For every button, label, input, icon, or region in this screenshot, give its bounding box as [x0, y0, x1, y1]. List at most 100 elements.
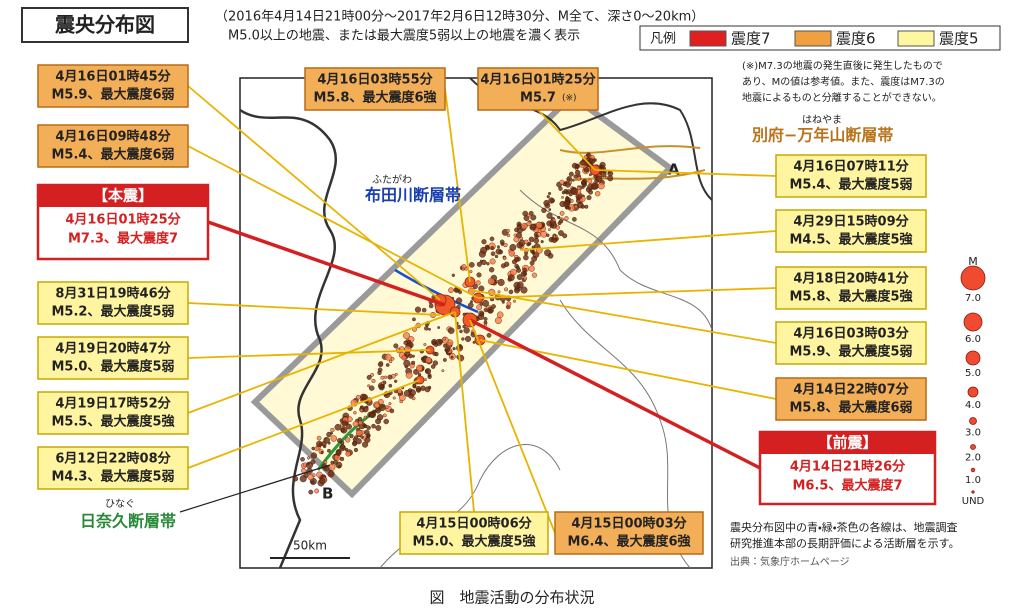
callout-text: M5.9、最大震度5弱 [789, 344, 912, 360]
epicenter-dot [552, 218, 556, 222]
epicenter-dot [364, 424, 368, 429]
epicenter-dot [388, 383, 393, 388]
note: 地震によるものと分離することができない。 [742, 91, 942, 104]
epicenter-dot [518, 239, 526, 247]
epicenter-dot [503, 243, 508, 248]
epicenter-dot [502, 256, 507, 261]
epicenter-dot [463, 327, 470, 334]
epicenter-dot [363, 415, 368, 420]
callout-text: M4.3、最大震度5弱 [51, 469, 174, 485]
epicenter-dot [307, 474, 314, 481]
epicenter-dot [381, 381, 385, 385]
source: 出典：気象庁ホームページ [730, 555, 850, 568]
leader-line [179, 464, 331, 513]
fault-name: 別府−万年山断層帯 [752, 126, 893, 145]
epicenter-dot [441, 369, 445, 373]
epicenter-dot [403, 389, 411, 397]
magnitude-label: UND [962, 496, 985, 507]
callout-heading: 【本震】 [93, 187, 153, 205]
epicenter-dot [452, 347, 456, 351]
epicenter-dot [371, 423, 376, 429]
epicenter-dot [394, 379, 398, 383]
epicenter-dot [360, 393, 367, 401]
epicenter-dot [576, 176, 582, 181]
epicenter-dot [559, 210, 565, 216]
callout-text: 4月19日17時52分 [55, 396, 171, 412]
epicenter-dot [586, 195, 592, 201]
epicenter-dot [392, 396, 396, 400]
epicenter-dot [462, 324, 466, 329]
epicenter-dot [505, 228, 510, 233]
epicenter-dot [516, 232, 523, 239]
epicenter-dot [487, 277, 495, 285]
epicenter-dot [353, 447, 359, 453]
magnitude-label: 6.0 [965, 334, 981, 345]
epicenter-dot [384, 353, 392, 361]
epicenter-dot [548, 208, 552, 211]
epicenter-dot [528, 265, 535, 272]
callout-text: M5.4、最大震度5弱 [789, 177, 912, 193]
callout-heading: 【前震】 [817, 434, 877, 452]
fault-line [394, 268, 479, 314]
callout-box [37, 64, 189, 108]
coastline [240, 108, 337, 568]
leader-line [519, 230, 777, 251]
epicenter-dot [517, 281, 524, 289]
epicenter-dot [482, 299, 489, 307]
callout-box [399, 511, 549, 555]
leader-line [469, 318, 761, 470]
section-label: B [322, 485, 333, 503]
callout-text: M5.0、最大震度5強 [412, 534, 536, 550]
epicenter-dot [490, 246, 495, 251]
epicenter-dot [566, 176, 572, 182]
magnitude-circle [969, 417, 977, 425]
epicenter-dot [514, 257, 520, 262]
callout-text: 6月12日22時08分 [55, 451, 171, 467]
epicenter-dot [504, 287, 509, 292]
epicenter-dot [307, 462, 310, 465]
epicenter-dot [514, 227, 519, 233]
callout-text: M5.5、最大震度5強 [51, 414, 175, 430]
epicenter-dot [359, 408, 364, 413]
epicenter-dot [432, 360, 439, 366]
epicenter-dot [489, 236, 495, 242]
callout-box [37, 124, 189, 168]
epicenter-dot [461, 337, 465, 341]
callout-box [775, 154, 927, 198]
epicenter-dot [351, 441, 358, 447]
epicenter-dot [389, 408, 395, 414]
leader-line [444, 88, 471, 283]
epicenter-dot [557, 215, 561, 220]
magnitude-label: 4.0 [965, 400, 981, 411]
leader-line [537, 109, 596, 171]
legend-item: 震度6 [836, 30, 876, 48]
epicenter-dot [424, 326, 429, 331]
epicenter-dot [323, 460, 328, 465]
epicenter-dot [509, 243, 517, 251]
epicenter-dot [561, 190, 566, 195]
epicenter-dot [546, 195, 550, 199]
epicenter-dot [575, 164, 579, 169]
epicenter-dot [569, 199, 574, 203]
epicenter-dot [580, 204, 585, 209]
epicenter-dot [442, 358, 447, 362]
epicenter-dot [508, 289, 514, 295]
epicenter-dot [427, 385, 432, 390]
epicenter-dot [464, 335, 472, 342]
epicenter-dot [524, 239, 529, 245]
epicenter-dot [593, 158, 597, 162]
epicenter-dot [374, 402, 380, 409]
leader-line [187, 379, 421, 469]
epicenter-dot [526, 213, 531, 218]
epicenter-dot [316, 435, 322, 441]
epicenter-dot [558, 230, 564, 236]
footer-note: 震央分布図中の青・緑・茶色の各線は、地震調査 [730, 520, 957, 534]
callout-text: M5.4、最大震度6弱 [51, 147, 174, 163]
epicenter-dot [587, 178, 593, 184]
callout-box [554, 511, 704, 555]
callout-text: M5.8、最大震度5強 [789, 289, 913, 305]
epicenter-dot [479, 259, 483, 263]
epicenter-dot [341, 420, 348, 427]
callout-box [37, 281, 189, 325]
magnitude-label: 2.0 [965, 453, 981, 464]
